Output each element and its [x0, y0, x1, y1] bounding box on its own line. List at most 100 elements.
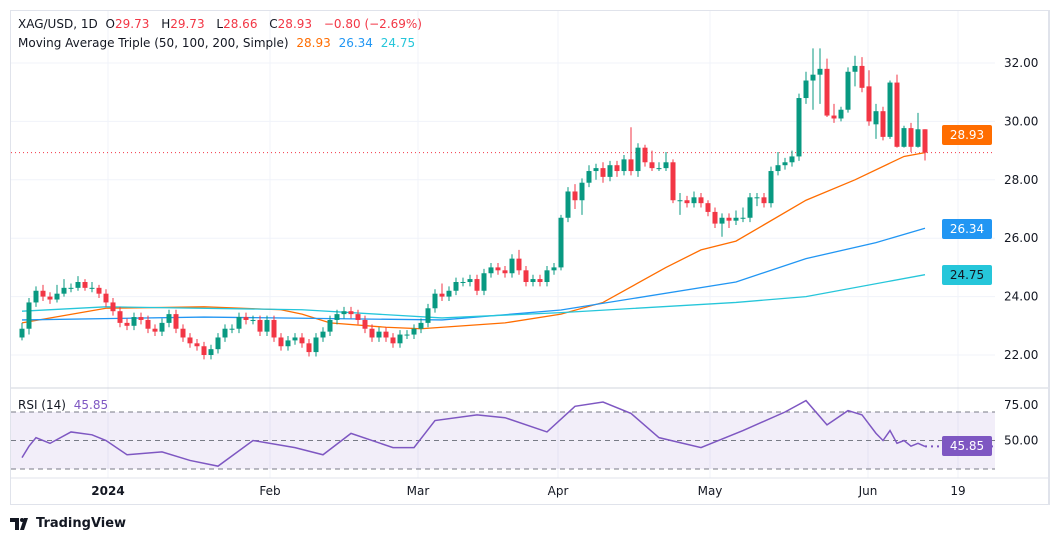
candle: [236, 312, 242, 334]
candle: [68, 283, 74, 293]
candle: [635, 143, 641, 177]
candle: [299, 333, 305, 348]
candle: [474, 274, 480, 296]
candle: [33, 286, 39, 307]
candle: [362, 315, 368, 334]
candle: [439, 283, 445, 301]
candle-body: [810, 74, 816, 81]
candle: [404, 330, 410, 339]
price-tick-label: 28.00: [1004, 173, 1038, 187]
candle: [656, 162, 662, 172]
candle-body: [26, 302, 32, 329]
candle-body: [264, 319, 270, 332]
candle-body: [516, 258, 522, 271]
candle-body: [544, 270, 550, 282]
candle-body: [257, 319, 263, 332]
candle: [684, 195, 690, 208]
rsi-legend-title[interactable]: RSI (14): [18, 398, 66, 412]
candle: [453, 277, 459, 296]
candle-body: [572, 191, 578, 201]
candle: [523, 265, 529, 287]
candle: [173, 309, 179, 334]
candle-body: [859, 65, 865, 88]
candle-body: [425, 308, 431, 323]
candle-body: [61, 287, 67, 294]
candle: [152, 324, 158, 337]
candle: [600, 162, 606, 183]
ma200-badge: 24.75: [942, 265, 992, 285]
candle: [103, 289, 109, 307]
candle-body: [89, 287, 95, 289]
ma200-value: 24.75: [380, 36, 416, 50]
candle-body: [180, 328, 186, 338]
candle-body: [292, 337, 298, 341]
candle: [768, 166, 774, 208]
candle: [691, 191, 697, 208]
symbol-title[interactable]: XAG/USD, 1D: [18, 17, 98, 31]
candle-body: [908, 128, 914, 147]
candle-body: [873, 111, 879, 125]
candle: [880, 106, 886, 141]
candle-body: [852, 65, 858, 72]
candle: [376, 327, 382, 342]
candle-body: [922, 129, 928, 153]
candle-body: [460, 282, 466, 283]
candle: [509, 254, 515, 278]
candle: [810, 48, 816, 110]
candle: [467, 274, 473, 287]
candle: [306, 338, 312, 357]
candle: [775, 152, 781, 176]
candle-body: [817, 68, 823, 75]
candle: [89, 282, 95, 293]
candle-body: [866, 86, 872, 122]
candle-body: [110, 302, 116, 312]
candle: [82, 279, 88, 291]
candle: [796, 93, 802, 161]
candle: [138, 312, 144, 325]
candle-body: [222, 328, 228, 338]
candle-body: [684, 200, 690, 204]
candle: [817, 48, 823, 104]
candle: [488, 263, 494, 278]
candle-body: [523, 270, 529, 282]
candle: [187, 333, 193, 348]
candle: [831, 103, 837, 123]
candle-body: [432, 293, 438, 309]
candle-body: [96, 287, 102, 294]
candle-body: [796, 98, 802, 157]
candle-body: [229, 328, 235, 330]
candle: [264, 315, 270, 337]
candle: [215, 333, 221, 354]
candle: [201, 341, 207, 360]
candle-body: [733, 217, 739, 221]
candle-body: [754, 197, 760, 199]
candle: [628, 127, 634, 176]
candle-body: [635, 147, 641, 172]
ma-legend-title[interactable]: Moving Average Triple (50, 100, 200, Sim…: [18, 36, 289, 50]
candle-body: [467, 279, 473, 282]
candle: [593, 163, 599, 180]
candle-body: [383, 331, 389, 338]
candle: [257, 315, 263, 337]
candle: [537, 274, 543, 287]
candle-body: [901, 128, 907, 147]
candle-body: [201, 346, 207, 355]
candle-body: [313, 337, 319, 353]
rsi-legend: RSI (14) 45.85: [18, 398, 112, 412]
candle: [733, 210, 739, 226]
candle-body: [82, 282, 88, 288]
candle-body: [831, 115, 837, 119]
candle-body: [138, 317, 144, 320]
candle-body: [341, 311, 347, 315]
candle: [243, 312, 249, 325]
candle-body: [663, 162, 669, 169]
candle: [194, 338, 200, 351]
candle-body: [19, 328, 25, 338]
candle-body: [698, 197, 704, 204]
candle: [145, 315, 151, 334]
candle-body: [488, 267, 494, 274]
candle-body: [453, 282, 459, 291]
candle-body: [768, 171, 774, 204]
tradingview-logo[interactable]: TradingView: [10, 516, 126, 531]
